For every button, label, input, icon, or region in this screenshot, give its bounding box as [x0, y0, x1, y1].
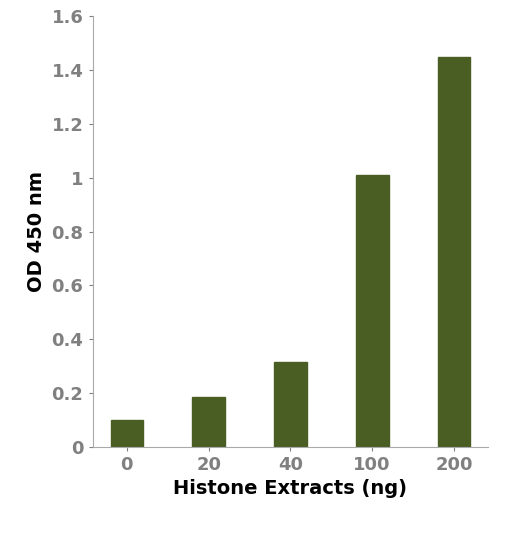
Bar: [111, 420, 143, 447]
X-axis label: Histone Extracts (ng): Histone Extracts (ng): [173, 480, 408, 499]
Bar: [356, 175, 389, 447]
Bar: [437, 57, 470, 447]
Y-axis label: OD 450 nm: OD 450 nm: [27, 171, 46, 292]
Bar: [274, 362, 307, 447]
Bar: [192, 397, 225, 447]
